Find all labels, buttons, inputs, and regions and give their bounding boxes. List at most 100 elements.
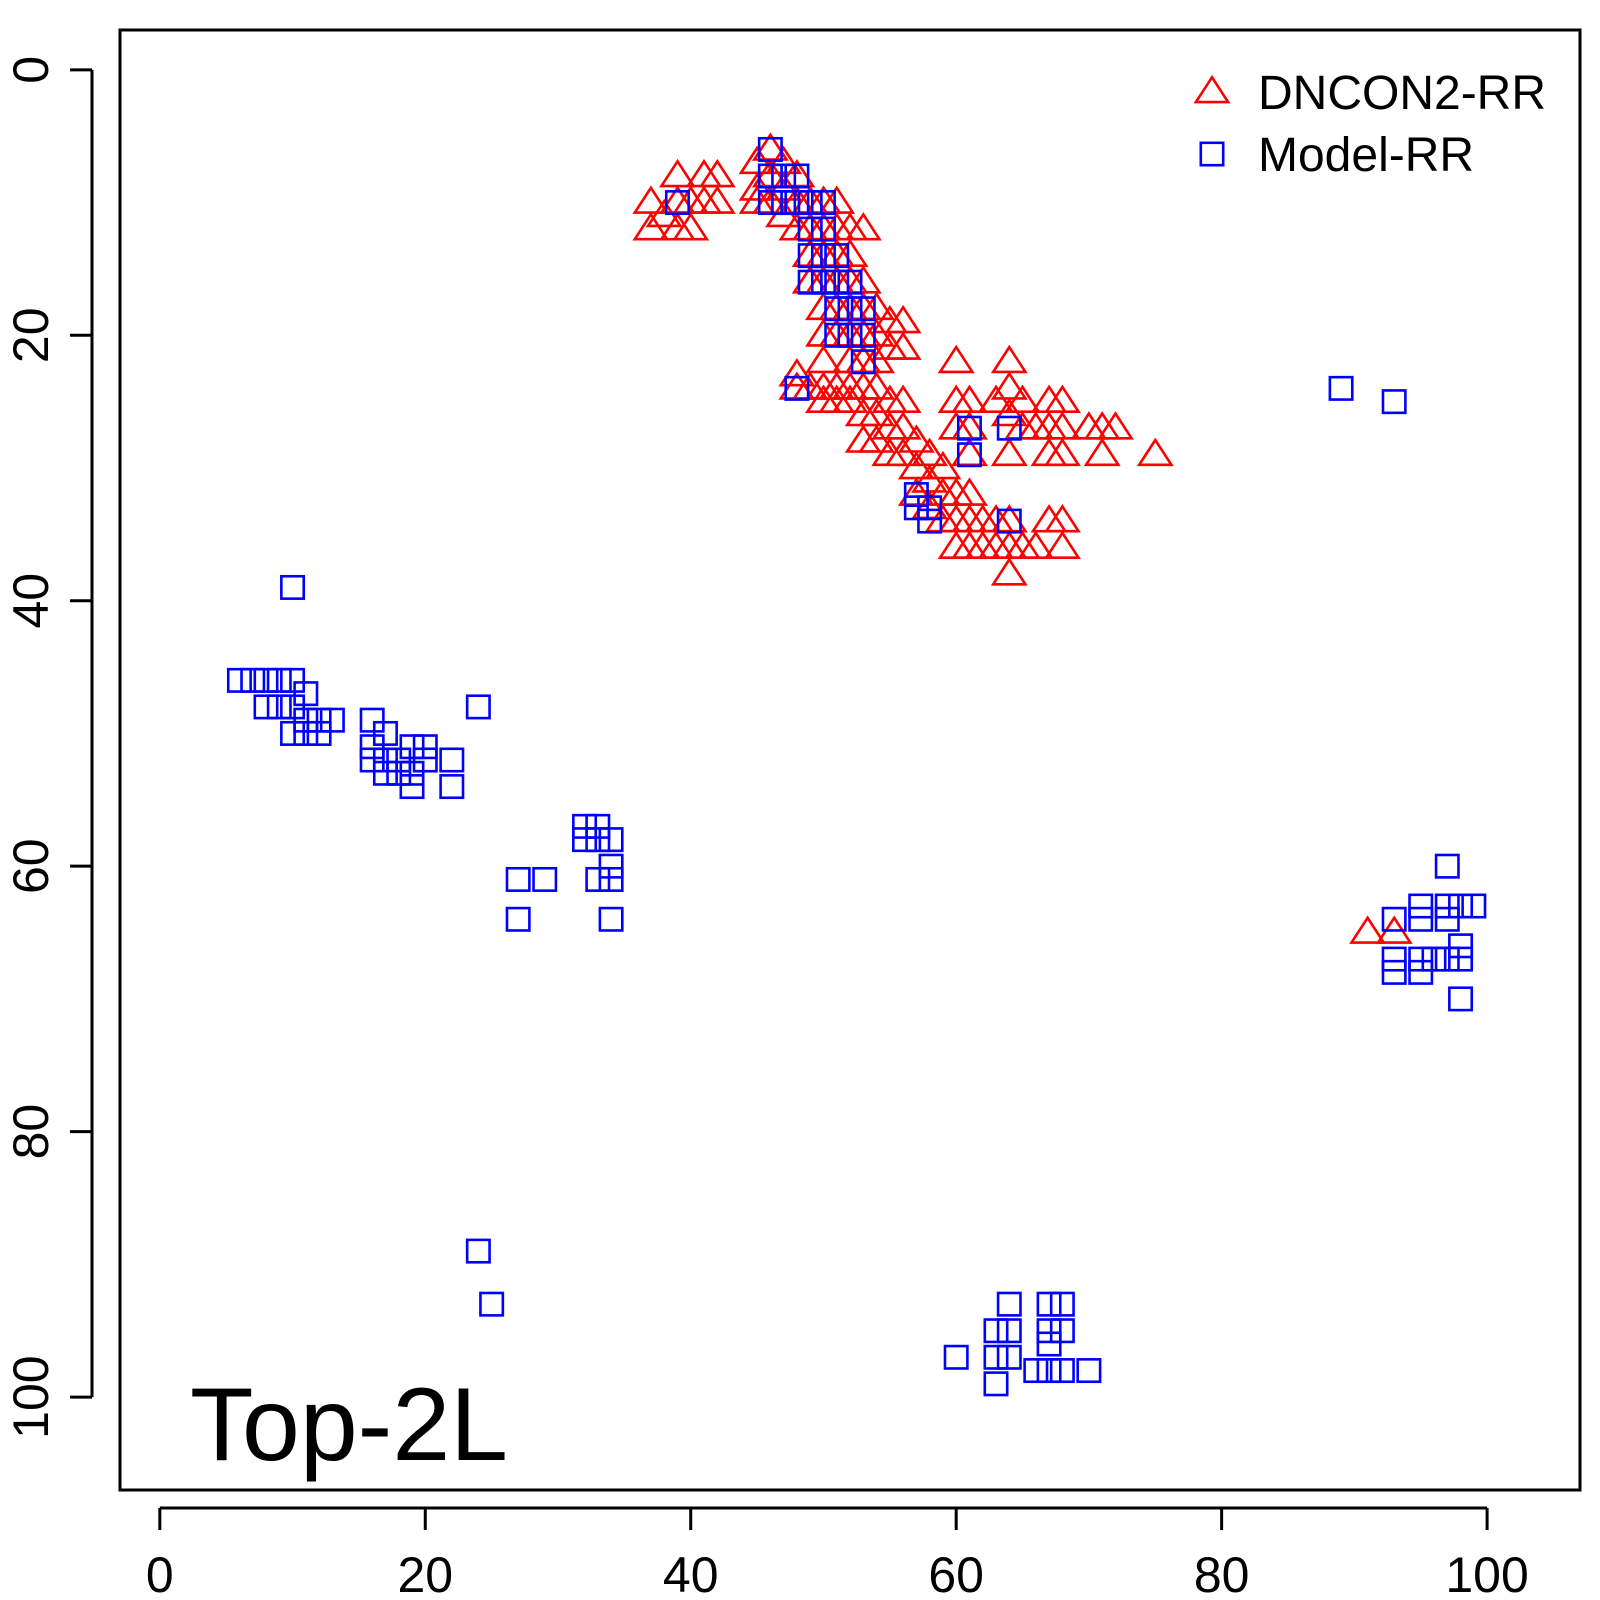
data-point bbox=[598, 853, 624, 879]
data-point bbox=[844, 212, 882, 241]
data-point bbox=[266, 694, 292, 720]
data-point bbox=[810, 216, 836, 242]
data-point bbox=[1076, 1358, 1102, 1384]
data-point bbox=[598, 827, 624, 853]
data-point bbox=[412, 747, 438, 773]
data-point bbox=[1408, 893, 1434, 919]
series-model-rr bbox=[226, 136, 1487, 1397]
y-tick-label: 0 bbox=[3, 56, 59, 84]
data-point bbox=[280, 574, 306, 600]
data-point bbox=[439, 774, 465, 800]
data-point bbox=[1036, 1331, 1062, 1357]
legend-label: DNCON2-RR bbox=[1258, 67, 1546, 120]
data-point bbox=[306, 707, 332, 733]
data-point bbox=[1381, 946, 1407, 972]
x-axis: 0 20 40 60 80 100 bbox=[146, 1506, 1529, 1600]
data-point bbox=[465, 694, 491, 720]
data-point bbox=[359, 747, 385, 773]
data-point bbox=[810, 269, 836, 295]
data-points bbox=[226, 132, 1487, 1397]
data-point bbox=[757, 136, 783, 162]
data-point bbox=[319, 707, 345, 733]
data-point bbox=[784, 163, 810, 189]
plot-annotation: Top-2L bbox=[190, 1367, 508, 1483]
data-point bbox=[226, 667, 252, 693]
data-point bbox=[837, 269, 863, 295]
data-point bbox=[1448, 946, 1474, 972]
data-point bbox=[956, 415, 982, 441]
data-point bbox=[372, 760, 398, 786]
data-point bbox=[837, 322, 863, 348]
data-point bbox=[1434, 946, 1460, 972]
data-point bbox=[1043, 437, 1081, 467]
data-point bbox=[771, 190, 797, 216]
data-point bbox=[372, 720, 398, 746]
data-point bbox=[372, 747, 398, 773]
data-point bbox=[280, 667, 306, 693]
legend-label: Model-RR bbox=[1258, 129, 1474, 182]
data-point bbox=[1448, 893, 1474, 919]
data-point bbox=[1328, 375, 1354, 401]
data-point bbox=[505, 866, 531, 892]
data-point bbox=[505, 906, 531, 932]
x-tick-label: 40 bbox=[663, 1547, 719, 1600]
data-point bbox=[797, 190, 823, 216]
data-point bbox=[917, 508, 943, 534]
data-point bbox=[386, 760, 412, 786]
data-point bbox=[572, 827, 598, 853]
data-point bbox=[990, 437, 1028, 467]
data-point bbox=[1036, 1318, 1062, 1344]
data-point bbox=[983, 1318, 1009, 1344]
data-point bbox=[996, 415, 1022, 441]
data-point bbox=[797, 269, 823, 295]
data-point bbox=[917, 495, 943, 521]
data-point bbox=[306, 720, 332, 746]
data-point bbox=[784, 190, 810, 216]
data-point bbox=[778, 358, 816, 387]
data-point bbox=[240, 667, 266, 693]
data-point bbox=[824, 296, 850, 322]
data-point bbox=[1408, 959, 1434, 985]
data-point bbox=[824, 243, 850, 269]
data-point bbox=[253, 667, 279, 693]
data-point bbox=[956, 442, 982, 468]
data-point bbox=[837, 296, 863, 322]
data-point bbox=[1381, 959, 1407, 985]
data-point bbox=[1049, 1291, 1075, 1317]
data-point bbox=[810, 243, 836, 269]
data-point bbox=[280, 694, 306, 720]
data-point bbox=[884, 331, 922, 360]
data-point bbox=[439, 747, 465, 773]
data-point bbox=[1421, 946, 1447, 972]
data-point bbox=[1461, 893, 1487, 919]
data-point bbox=[399, 760, 425, 786]
y-tick-label: 40 bbox=[3, 573, 59, 629]
data-point bbox=[585, 813, 611, 839]
data-point bbox=[1434, 853, 1460, 879]
data-point bbox=[1049, 1318, 1075, 1344]
data-point bbox=[386, 747, 412, 773]
data-point bbox=[280, 720, 306, 746]
data-point bbox=[1049, 1358, 1075, 1384]
data-point bbox=[399, 734, 425, 760]
data-point bbox=[672, 212, 710, 241]
data-point bbox=[664, 190, 690, 216]
data-point bbox=[771, 163, 797, 189]
data-point bbox=[1408, 906, 1434, 932]
data-point bbox=[1036, 1358, 1062, 1384]
data-point bbox=[293, 707, 319, 733]
data-point bbox=[1349, 915, 1387, 944]
data-point bbox=[253, 694, 279, 720]
legend-marker bbox=[1199, 141, 1225, 167]
y-axis: 0 20 40 60 80 100 bbox=[3, 56, 94, 1439]
data-point bbox=[996, 508, 1022, 534]
x-tick-label: 0 bbox=[146, 1547, 174, 1600]
data-point bbox=[1136, 437, 1174, 467]
data-point bbox=[465, 1238, 491, 1264]
data-point bbox=[850, 349, 876, 375]
data-point bbox=[1408, 946, 1434, 972]
data-point bbox=[797, 216, 823, 242]
y-tick-label: 60 bbox=[3, 838, 59, 894]
data-point bbox=[797, 243, 823, 269]
